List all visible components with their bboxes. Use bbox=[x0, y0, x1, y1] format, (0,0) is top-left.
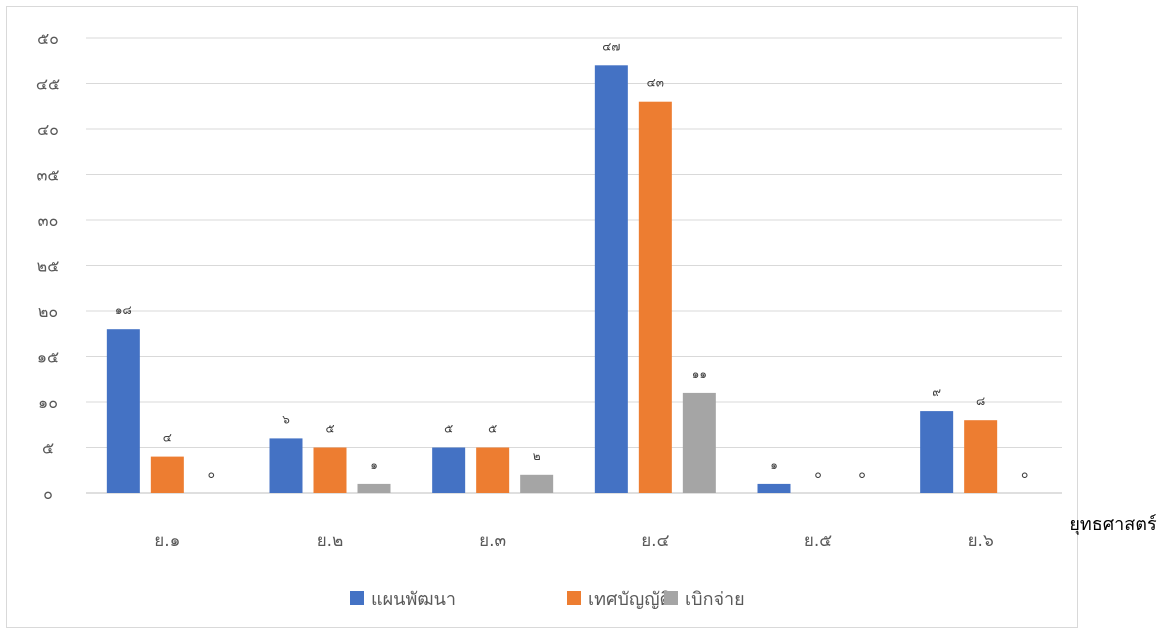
bar-1 bbox=[106, 329, 140, 493]
data-label: ๐ bbox=[814, 467, 821, 481]
bar-3 bbox=[520, 474, 554, 493]
data-label: ๔ bbox=[163, 431, 172, 445]
data-label: ๑๑ bbox=[692, 367, 707, 381]
y-tick-label: ๒๐ bbox=[38, 302, 58, 321]
legend-label: แผนพัฒนา bbox=[371, 589, 456, 610]
y-tick-label: ๕๐ bbox=[37, 29, 59, 48]
bar-2 bbox=[638, 101, 672, 493]
bar-2 bbox=[964, 420, 998, 493]
data-label: ๕ bbox=[444, 422, 453, 436]
data-label: ๕ bbox=[325, 422, 334, 436]
data-label: ๖ bbox=[282, 412, 290, 426]
y-tick-label: ๓๕ bbox=[36, 166, 59, 185]
data-label: ๕ bbox=[488, 422, 497, 436]
y-tick-label: ๕ bbox=[42, 439, 54, 458]
chart-frame bbox=[6, 6, 1078, 628]
bar-2 bbox=[150, 456, 184, 493]
y-tick-label: ๐ bbox=[43, 484, 53, 503]
x-tick-label: ย.๑ bbox=[154, 531, 180, 551]
bar-1 bbox=[594, 65, 628, 494]
legend-swatch bbox=[350, 591, 364, 605]
y-tick-label: ๓๐ bbox=[38, 211, 59, 230]
x-axis-title: ยุทธศาสตร์ bbox=[1069, 514, 1157, 535]
data-label: ๑ bbox=[370, 458, 378, 472]
data-label: ๔๗ bbox=[602, 39, 620, 53]
bar-3 bbox=[682, 392, 716, 493]
x-tick-label: ย.๕ bbox=[804, 531, 832, 551]
data-label: ๐ bbox=[858, 467, 865, 481]
data-label: ๘ bbox=[976, 394, 985, 408]
x-tick-label: ย.๔ bbox=[641, 531, 669, 551]
legend-label: เทศบัญญัติ bbox=[588, 589, 671, 610]
bar-2 bbox=[476, 447, 510, 493]
x-tick-label: ย.๖ bbox=[968, 531, 994, 551]
y-tick-label: ๑๕ bbox=[37, 348, 59, 367]
bar-1 bbox=[757, 483, 791, 493]
y-tick-label: ๔๐ bbox=[37, 120, 59, 139]
x-tick-label: ย.๒ bbox=[317, 531, 344, 551]
data-label: ๑ bbox=[770, 458, 778, 472]
y-tick-label: ๒๕ bbox=[37, 257, 60, 276]
data-label: ๐ bbox=[208, 467, 215, 481]
bar-1 bbox=[432, 447, 466, 493]
data-label: ๙ bbox=[932, 385, 941, 399]
legend-swatch bbox=[664, 591, 678, 605]
legend-label: เบิกจ่าย bbox=[685, 589, 745, 610]
data-label: ๔๓ bbox=[647, 76, 664, 90]
bar-1 bbox=[920, 411, 954, 493]
data-label: ๐ bbox=[1021, 467, 1028, 481]
y-tick-label: ๑๐ bbox=[38, 393, 58, 412]
y-tick-label: ๔๕ bbox=[36, 75, 60, 94]
bar-3 bbox=[357, 483, 391, 493]
x-tick-label: ย.๓ bbox=[479, 531, 506, 551]
data-label: ๑๘ bbox=[115, 303, 132, 317]
bar-1 bbox=[269, 438, 303, 493]
data-label: ๒ bbox=[533, 449, 541, 463]
legend-swatch bbox=[567, 591, 581, 605]
bar-2 bbox=[313, 447, 347, 493]
